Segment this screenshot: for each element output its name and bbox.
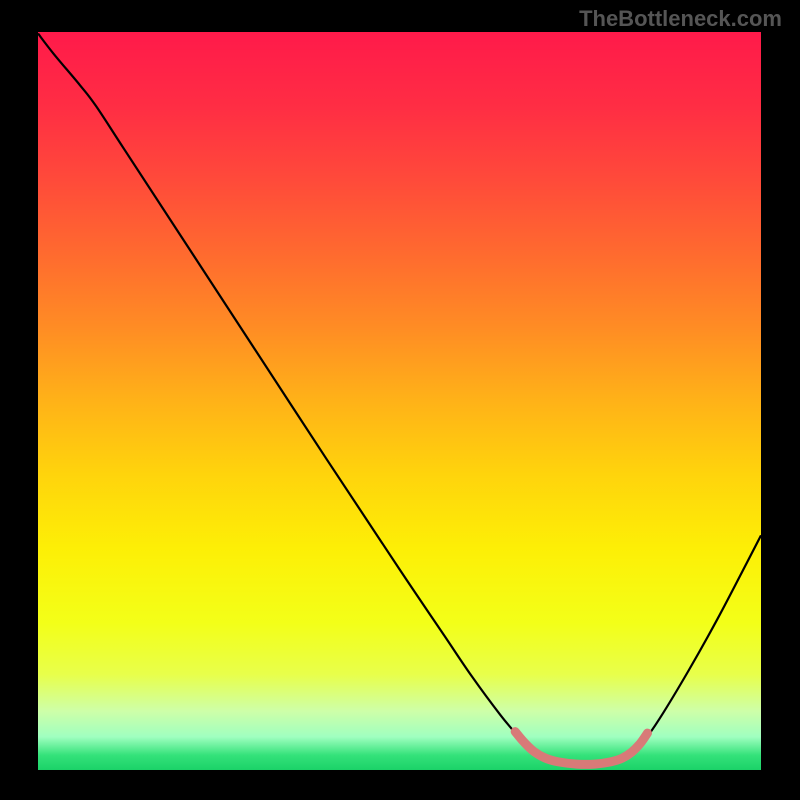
pink-highlight-curve (515, 732, 647, 765)
plot-area (38, 32, 761, 770)
black-curve (38, 33, 761, 765)
curve-layer (38, 32, 761, 770)
watermark-text: TheBottleneck.com (579, 6, 782, 32)
chart-container: TheBottleneck.com (0, 0, 800, 800)
